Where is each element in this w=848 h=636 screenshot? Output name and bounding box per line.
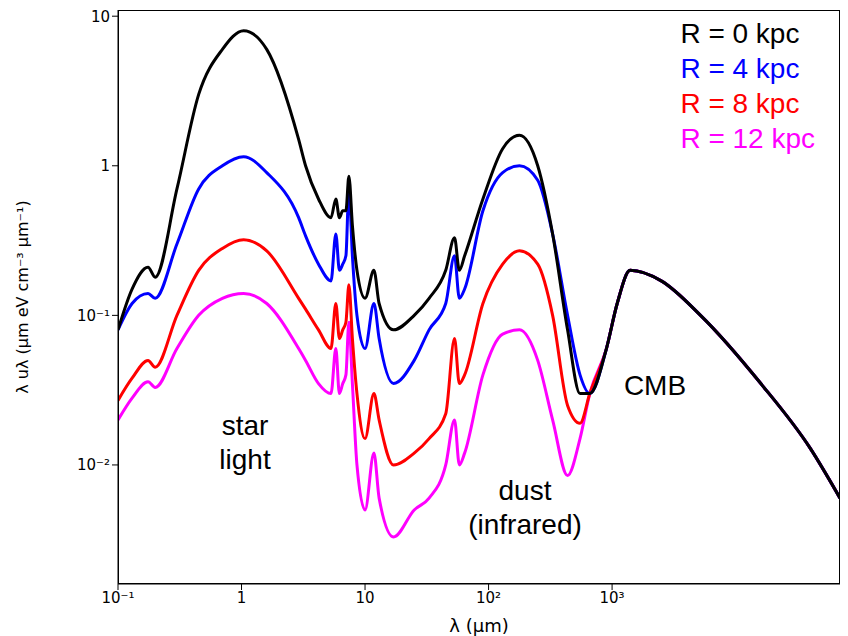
svg-text:R = 0 kpc: R = 0 kpc <box>680 18 799 49</box>
svg-text:10³: 10³ <box>600 589 625 607</box>
svg-text:1: 1 <box>100 157 110 175</box>
svg-text:λ uλ (μm eV cm⁻³ μm⁻¹): λ uλ (μm eV cm⁻³ μm⁻¹) <box>13 200 32 393</box>
svg-text:λ (μm): λ (μm) <box>449 615 508 636</box>
svg-text:R = 12 kpc: R = 12 kpc <box>680 123 815 154</box>
svg-text:R = 4 kpc: R = 4 kpc <box>680 53 799 84</box>
svg-text:10⁻¹: 10⁻¹ <box>101 589 134 607</box>
svg-text:R = 8 kpc: R = 8 kpc <box>680 88 799 119</box>
svg-text:10: 10 <box>355 589 374 607</box>
svg-text:CMB: CMB <box>624 370 686 401</box>
svg-text:starlight: starlight <box>219 410 271 475</box>
svg-text:10²: 10² <box>476 589 501 607</box>
svg-text:10⁻¹: 10⁻¹ <box>77 307 110 325</box>
svg-text:10⁻²: 10⁻² <box>77 456 110 474</box>
svg-text:dust(infrared): dust(infrared) <box>468 475 582 540</box>
svg-text:10: 10 <box>91 8 110 26</box>
svg-text:1: 1 <box>237 589 247 607</box>
